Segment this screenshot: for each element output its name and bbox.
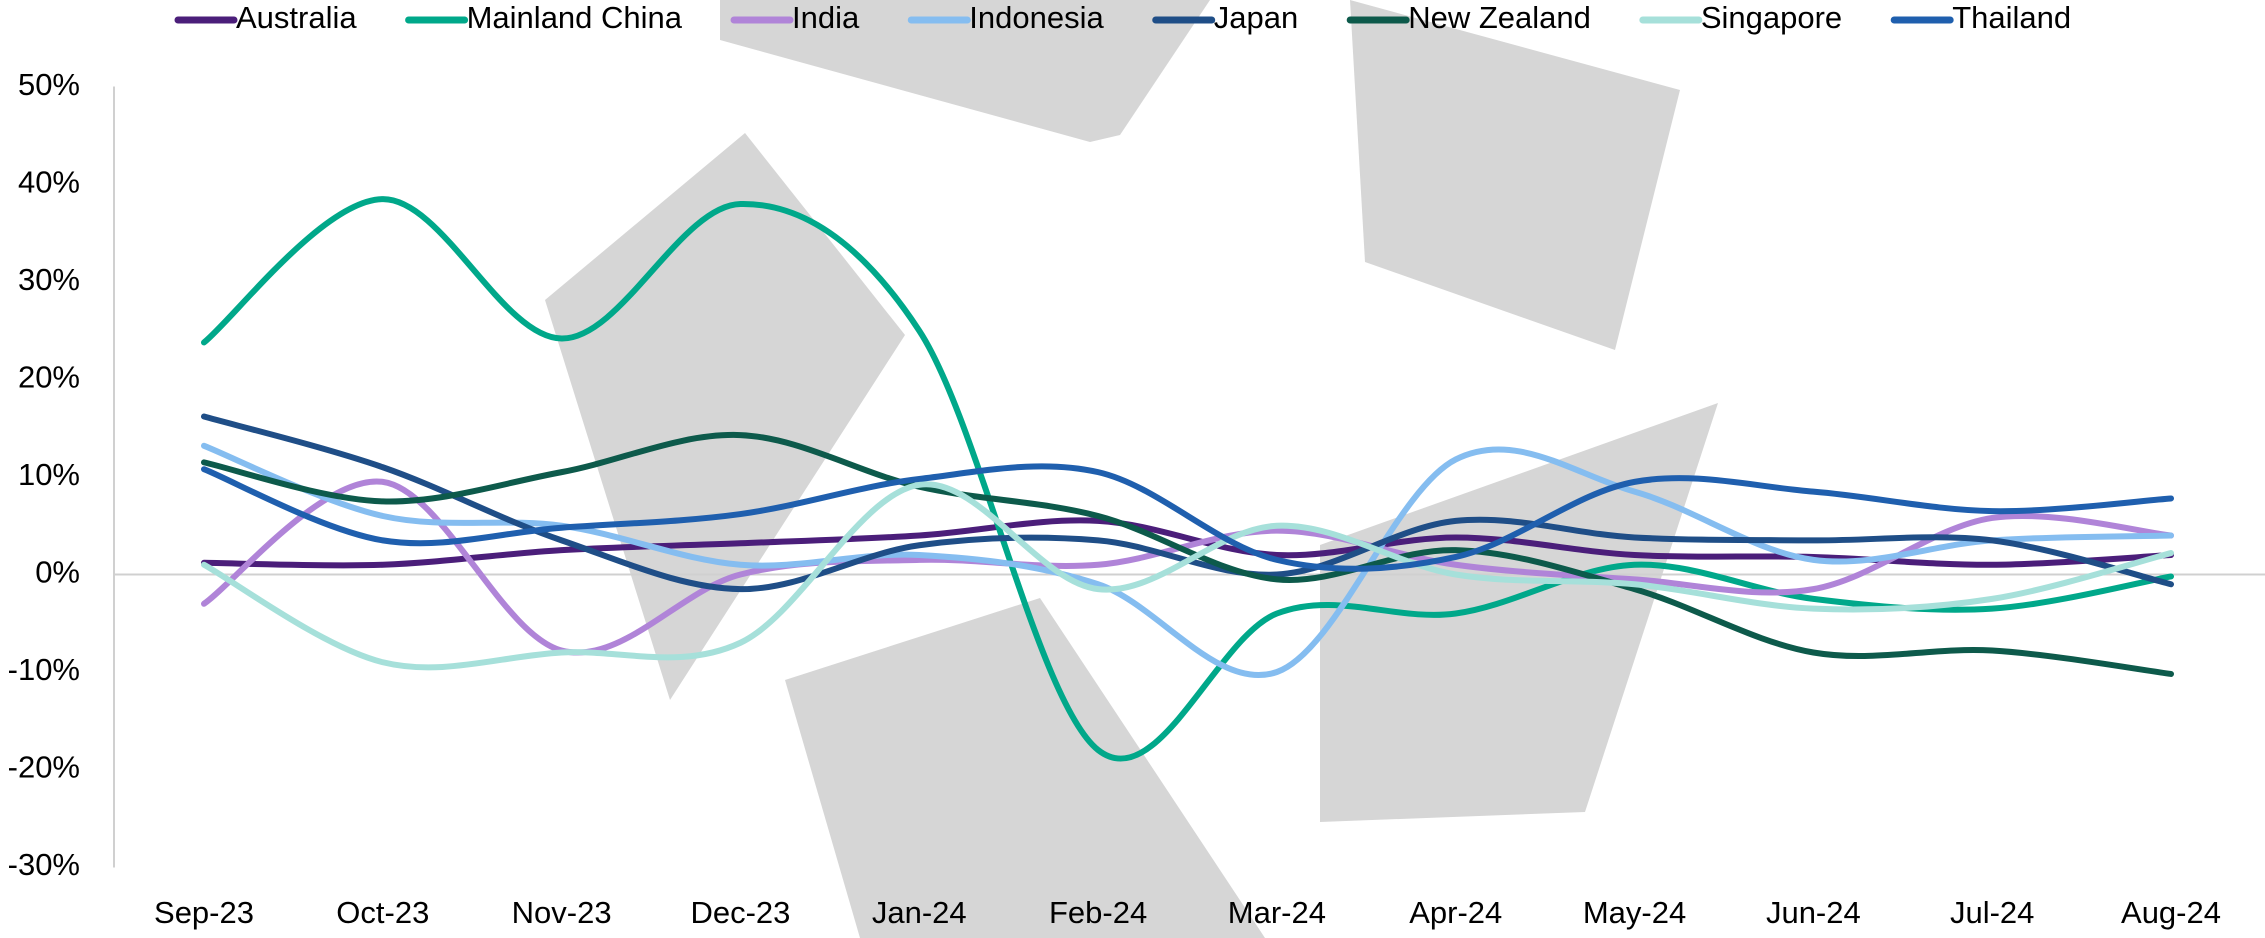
legend-label: New Zealand xyxy=(1408,0,1591,35)
watermark-shape xyxy=(1320,403,1718,822)
watermark-shape xyxy=(1350,0,1680,350)
legend-label: Indonesia xyxy=(969,0,1104,35)
x-tick-label: Mar-24 xyxy=(1228,895,1326,930)
y-tick-label: 20% xyxy=(18,360,80,395)
legend: Australia Mainland China India Indonesia Jap… xyxy=(174,0,2071,35)
watermark-shape xyxy=(720,0,1210,142)
series-line xyxy=(201,442,2174,678)
series-line xyxy=(201,478,2174,656)
x-tick-label: Feb-24 xyxy=(1049,895,1147,930)
series-line xyxy=(201,463,2174,572)
series-line xyxy=(201,196,2174,762)
watermark xyxy=(545,0,1718,938)
legend-label: Japan xyxy=(1214,0,1298,35)
legend-label: Australia xyxy=(236,0,357,35)
x-tick-label: Sep-23 xyxy=(154,895,254,930)
y-tick-label: -20% xyxy=(8,750,80,785)
y-tick-label: 10% xyxy=(18,457,80,492)
legend-label: Thailand xyxy=(1952,0,2071,35)
x-tick-label: Jul-24 xyxy=(1950,895,2034,930)
y-tick-label: 50% xyxy=(18,67,80,102)
watermark-shape xyxy=(545,133,905,700)
legend-label: India xyxy=(792,0,860,35)
x-tick-label: Apr-24 xyxy=(1409,895,1502,930)
x-tick-label: May-24 xyxy=(1583,895,1686,930)
x-tick-label: Aug-24 xyxy=(2121,895,2221,930)
x-tick-label: Oct-23 xyxy=(336,895,429,930)
legend-label: Mainland China xyxy=(467,0,683,35)
y-tick-label: 0% xyxy=(35,555,80,590)
x-tick-label: Jun-24 xyxy=(1766,895,1861,930)
series-line xyxy=(201,517,2174,569)
y-tick-label: 40% xyxy=(18,165,80,200)
x-tick-label: Dec-23 xyxy=(690,895,790,930)
watermark-shape xyxy=(785,598,1265,938)
x-tick-label: Jan-24 xyxy=(872,895,967,930)
y-tick-label: -10% xyxy=(8,652,80,687)
series-line xyxy=(201,432,2174,677)
series-line xyxy=(201,481,2174,671)
legend-label: Singapore xyxy=(1701,0,1842,35)
y-tick-label: 30% xyxy=(18,262,80,297)
y-tick-label: -30% xyxy=(8,847,80,882)
x-tick-label: Nov-23 xyxy=(512,895,612,930)
